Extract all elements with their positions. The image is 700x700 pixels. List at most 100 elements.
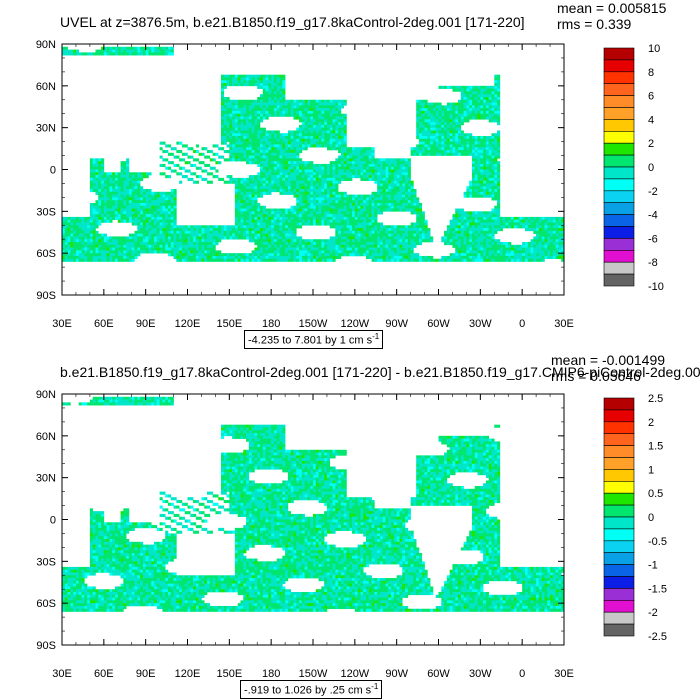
ocean-cell — [257, 228, 261, 232]
ocean-cell — [75, 225, 80, 229]
ocean-cell — [92, 208, 96, 212]
ocean-cell — [98, 194, 102, 198]
ocean-cell — [134, 177, 138, 181]
ocean-cell — [324, 172, 328, 176]
ocean-cell — [179, 242, 183, 246]
ocean-cell — [240, 189, 244, 193]
ocean-cell — [257, 208, 261, 212]
ocean-cell — [335, 177, 339, 181]
ocean-cell — [435, 127, 439, 131]
ocean-cell — [128, 236, 133, 240]
ocean-cell — [240, 191, 244, 195]
ocean-cell — [243, 138, 247, 142]
ocean-cell — [485, 236, 489, 240]
ocean-cell — [159, 242, 163, 246]
ocean-cell — [446, 136, 450, 140]
ocean-cell — [89, 239, 93, 243]
ocean-cell — [92, 214, 96, 218]
ocean-cell — [246, 228, 250, 232]
ocean-cell — [329, 202, 333, 207]
ocean-cell — [262, 239, 266, 243]
ocean-cell — [547, 239, 551, 243]
ocean-cell — [399, 180, 403, 184]
ocean-cell — [469, 228, 473, 232]
ocean-cell — [301, 194, 305, 198]
ocean-cell — [296, 108, 300, 112]
ocean-cell — [173, 169, 177, 173]
ocean-cell — [307, 175, 311, 179]
ocean-cell — [463, 136, 467, 140]
ocean-cell — [273, 242, 278, 246]
ocean-cell — [218, 177, 222, 181]
ocean-cell — [103, 175, 107, 179]
ocean-cell — [438, 141, 442, 145]
ocean-cell — [251, 225, 255, 229]
ocean-cell — [513, 219, 517, 223]
ocean-cell — [276, 242, 280, 246]
ocean-cell — [290, 242, 294, 246]
ocean-cell — [399, 189, 403, 193]
ocean-cell — [70, 242, 74, 246]
ocean-cell — [379, 172, 384, 176]
ocean-cell — [299, 169, 303, 173]
ocean-cell — [538, 236, 542, 240]
ocean-cell — [137, 208, 141, 212]
ocean-cell — [441, 124, 445, 128]
ocean-cell — [120, 186, 124, 190]
ocean-cell — [285, 163, 289, 168]
ocean-cell — [226, 158, 230, 162]
ocean-cell — [293, 136, 297, 140]
ocean-cell — [181, 166, 186, 170]
ocean-cell — [471, 228, 476, 232]
ocean-cell — [377, 169, 381, 173]
ocean-cell — [248, 175, 252, 179]
ocean-cell — [128, 200, 133, 204]
ocean-cell — [332, 119, 336, 123]
ocean-cell — [310, 211, 314, 215]
ocean-cell — [469, 222, 473, 226]
ocean-cell — [156, 216, 160, 220]
ocean-cell — [176, 228, 180, 232]
ocean-cell — [424, 108, 428, 112]
ocean-cell — [485, 102, 489, 106]
ocean-cell — [315, 119, 319, 123]
ocean-cell — [480, 102, 484, 106]
ocean-cell — [332, 130, 336, 134]
ocean-cell — [444, 144, 448, 148]
ocean-cell — [561, 239, 565, 243]
ocean-cell — [365, 197, 370, 201]
ocean-cell — [340, 127, 344, 131]
ocean-cell — [340, 194, 344, 198]
ocean-cell — [282, 216, 286, 220]
ocean-cell — [167, 197, 172, 201]
ocean-cell — [318, 183, 322, 187]
ocean-cell — [234, 136, 238, 140]
ocean-cell — [396, 163, 400, 168]
ocean-cell — [371, 169, 375, 173]
ocean-cell — [460, 233, 464, 237]
ocean-cell — [282, 163, 286, 168]
ocean-cell — [123, 202, 127, 207]
ocean-cell — [377, 186, 381, 190]
ocean-cell — [343, 99, 347, 103]
ocean-cell — [488, 158, 492, 162]
ocean-cell — [243, 136, 247, 140]
ocean-cell — [271, 152, 275, 156]
ocean-cell — [234, 197, 238, 201]
ocean-cell — [215, 239, 219, 243]
ocean-cell — [293, 138, 297, 142]
ocean-cell — [452, 88, 456, 92]
ocean-cell — [251, 177, 255, 181]
ocean-cell — [156, 214, 160, 218]
ocean-cell — [299, 222, 303, 226]
ocean-cell — [273, 211, 278, 215]
ocean-cell — [234, 130, 238, 134]
ocean-cell — [260, 186, 264, 190]
ocean-cell — [279, 80, 283, 84]
ocean-cell — [73, 225, 77, 229]
ocean-cell — [374, 236, 378, 240]
ocean-cell — [240, 83, 244, 87]
ocean-cell — [232, 136, 236, 140]
ocean-cell — [271, 105, 275, 109]
ocean-cell — [379, 239, 384, 243]
